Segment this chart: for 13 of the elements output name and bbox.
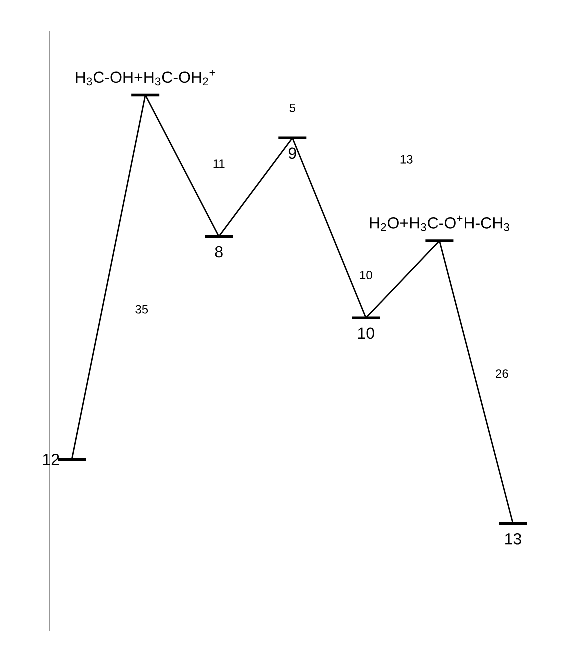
text: H$_{3}$C-OH+H$_{3}$C-OH$_{2}$+ xyxy=(76,70,216,86)
annotation: 26 xyxy=(496,370,508,378)
annotation: 10 xyxy=(360,271,372,280)
text: 13 xyxy=(506,533,522,545)
annotation: 12 xyxy=(43,454,60,466)
annotation: 13 xyxy=(400,155,413,164)
annotation: H$_{2}$O+H$_{3}$C-O$^{+}$H-CH$_{3}$ xyxy=(370,216,510,232)
annotation: 5 xyxy=(290,104,296,112)
annotation: 35 xyxy=(136,305,148,314)
annotation: 8 xyxy=(215,246,223,258)
annotation: 11 xyxy=(214,160,225,168)
annotation: 10 xyxy=(358,328,374,340)
annotation: 9 xyxy=(288,148,296,160)
